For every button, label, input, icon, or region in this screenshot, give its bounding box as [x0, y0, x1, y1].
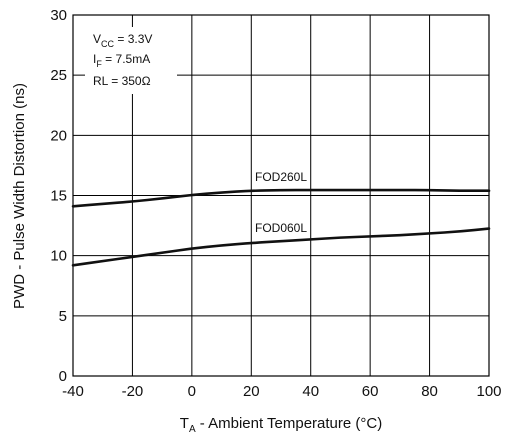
x-tick-label: 60	[362, 383, 379, 400]
conditions-background	[85, 27, 177, 94]
x-tick-label: 40	[302, 383, 319, 400]
series-line-fod060l	[71, 227, 491, 267]
x-tick-label: 0	[188, 383, 196, 400]
condition-vcc: VCC = 3.3V	[93, 32, 152, 49]
x-tick-label: -20	[122, 383, 144, 400]
x-tick-label: 80	[421, 383, 438, 400]
x-tick-label: 20	[243, 383, 260, 400]
y-tick-label: 30	[50, 7, 67, 24]
y-tick-label: 20	[50, 127, 67, 144]
condition-if: IF = 7.5mA	[93, 52, 150, 69]
x-tick-label: -40	[62, 383, 84, 400]
x-axis-title: TA - Ambient Temperature (°C)	[180, 415, 382, 435]
y-tick-label: 0	[59, 368, 67, 385]
y-tick-label: 10	[50, 248, 67, 265]
x-tick-label: 100	[476, 383, 501, 400]
series-lines	[71, 188, 491, 267]
series-label-background	[254, 170, 308, 185]
y-axis-title: PWD - Pulse Width Distortion (ns)	[11, 83, 28, 309]
series-labels: FOD260L FOD060L	[254, 170, 308, 236]
tick-labels: -40 -20 0 20 40 60 80 100 0 5 10 15 20 25 30	[50, 7, 501, 400]
y-tick-label: 25	[50, 67, 67, 84]
conditions-box: VCC = 3.3V IF = 7.5mA RL = 350Ω	[85, 27, 177, 94]
series-label-fod060l: FOD060L	[255, 221, 307, 235]
y-tick-label: 5	[59, 308, 67, 325]
condition-rl: RL = 350Ω	[93, 74, 151, 88]
series-line-fod260l	[71, 188, 491, 208]
series-label-background	[254, 221, 308, 236]
y-tick-label: 15	[50, 188, 67, 205]
plot-frame	[72, 14, 490, 377]
series-label-fod260l: FOD260L	[255, 170, 307, 184]
